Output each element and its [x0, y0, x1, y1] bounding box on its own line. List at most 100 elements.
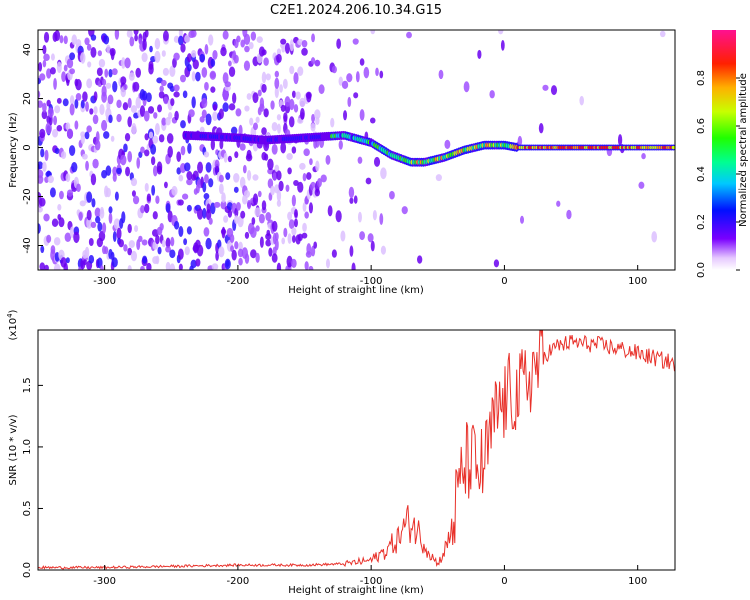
- spectrogram-cell: [144, 133, 150, 141]
- spectrogram-cell: [69, 52, 76, 61]
- spectrogram-cell: [359, 109, 365, 121]
- spectrogram-cell: [65, 122, 71, 131]
- spectrogram-cell: [152, 135, 159, 144]
- snr-x-label: Height of straight line (km): [288, 585, 424, 596]
- spectrogram-cell: [203, 227, 210, 237]
- spectrogram-cell: [186, 178, 193, 186]
- spectrogram-cell: [299, 107, 305, 120]
- spectrogram-cell: [124, 132, 131, 142]
- spectrogram-cell: [190, 259, 197, 269]
- spectrogram-cell: [299, 97, 306, 108]
- spectrogram-cell: [215, 251, 219, 261]
- x-tick-label: 100: [628, 576, 647, 587]
- spectrogram-cell: [38, 197, 46, 207]
- spectrogram-cell: [184, 34, 191, 43]
- spectrogram-cell: [187, 64, 192, 72]
- spectrogram-cell: [43, 53, 50, 62]
- spectrogram-cell: [116, 167, 122, 175]
- spectrogram-cell: [201, 67, 208, 78]
- spectrogram-cell: [104, 246, 109, 255]
- spectrogram-cell: [265, 239, 272, 247]
- spectrogram-cell: [218, 108, 224, 120]
- spectrogram-cell: [93, 91, 98, 102]
- spectrogram-cell: [238, 257, 243, 266]
- spectrogram-cell: [88, 237, 94, 247]
- spectrogram-cell: [222, 30, 229, 40]
- spectrogram-cell: [158, 91, 165, 99]
- spectrogram-cell: [191, 71, 196, 82]
- spectrogram-cell: [121, 57, 126, 69]
- y-tick-label: -20: [22, 188, 33, 204]
- spectrogram-cell: [187, 142, 192, 154]
- spectrogram-cell: [54, 105, 61, 114]
- spectrogram-cell: [304, 261, 309, 270]
- spectrogram-cell: [287, 233, 292, 244]
- spectrogram-cell: [213, 201, 221, 208]
- spectrogram-cell: [89, 108, 94, 115]
- spectrogram-cell: [140, 265, 145, 270]
- y-tick-label: 0.0: [22, 562, 33, 578]
- y-tick-label: -40: [22, 237, 33, 253]
- spectrogram-cell: [50, 53, 55, 61]
- spectrogram-cell: [261, 127, 267, 135]
- spectrogram-cell: [127, 247, 133, 256]
- spectrogram-cell: [542, 84, 549, 91]
- spectrogram-cell: [69, 95, 75, 105]
- spectrogram-cell: [65, 173, 71, 183]
- spectrogram-cell: [314, 188, 321, 197]
- spectrogram-cell: [71, 161, 78, 173]
- spectrogram-cell: [122, 102, 129, 111]
- spectrogram-cell: [271, 121, 278, 132]
- spectrogram-cell: [99, 208, 105, 219]
- spectrogram-cell: [76, 183, 81, 193]
- spectrogram-cell: [165, 117, 171, 126]
- spectrogram-cell: [250, 249, 257, 259]
- spectrogram-cell: [301, 47, 308, 56]
- spectrogram-cell: [370, 30, 376, 35]
- spectrogram-cell: [56, 125, 63, 132]
- spectrogram-cell: [202, 181, 207, 193]
- spectrogram-cell: [306, 243, 312, 255]
- spectrogram-cell: [232, 92, 237, 104]
- spectrogram-cell: [103, 35, 110, 45]
- spectrogram-cell: [155, 255, 160, 265]
- spectrogram-cell: [138, 151, 143, 159]
- spectrogram-cell: [349, 197, 354, 204]
- colorbar-ticks: 0.0 0.2 0.4 0.6 0.8: [696, 70, 740, 278]
- spectrogram-cell: [253, 122, 258, 131]
- spectrogram-cell: [244, 105, 250, 112]
- spectrogram-cell: [493, 259, 500, 268]
- spectrogram-cell: [212, 50, 218, 60]
- spectrogram-cell: [259, 236, 264, 248]
- spectrogram-cell: [208, 34, 214, 46]
- spectrogram-y-ticks: -40 -20 0 20 40: [22, 43, 43, 254]
- spectrogram-cell: [234, 215, 239, 225]
- spectrogram-cell: [228, 60, 232, 67]
- spectrogram-cell: [210, 138, 216, 151]
- spectrogram-cell: [128, 72, 135, 81]
- spectrogram-cell: [156, 165, 163, 175]
- spectrogram-cell: [146, 262, 152, 270]
- spectrogram-cell: [359, 231, 365, 241]
- spectrogram-cell: [165, 237, 171, 249]
- spectrogram-cell: [222, 102, 229, 113]
- spectrogram-cell: [178, 263, 183, 270]
- spectrogram-cell: [311, 33, 315, 43]
- spectrogram-cell: [380, 245, 386, 255]
- spectrogram-cell: [247, 170, 252, 181]
- spectrogram-cell: [138, 235, 143, 243]
- spectrogram-cell: [283, 112, 288, 122]
- spectrogram-cell: [97, 50, 102, 57]
- spectrogram-cell: [162, 30, 169, 42]
- spectrogram-cell: [169, 263, 176, 270]
- spectrogram-cell: [294, 218, 298, 228]
- spectrogram-y-label: Frequency (Hz): [8, 112, 19, 188]
- spectrogram-cell: [88, 255, 95, 264]
- spectrogram-cell: [140, 146, 145, 154]
- spectrogram-cell: [353, 195, 358, 204]
- spectrogram-cell: [203, 151, 210, 158]
- spectrogram-cell: [240, 210, 246, 219]
- spectrogram-cell: [309, 158, 313, 166]
- spectrogram-cell: [130, 105, 138, 114]
- spectrogram-cell: [263, 57, 269, 66]
